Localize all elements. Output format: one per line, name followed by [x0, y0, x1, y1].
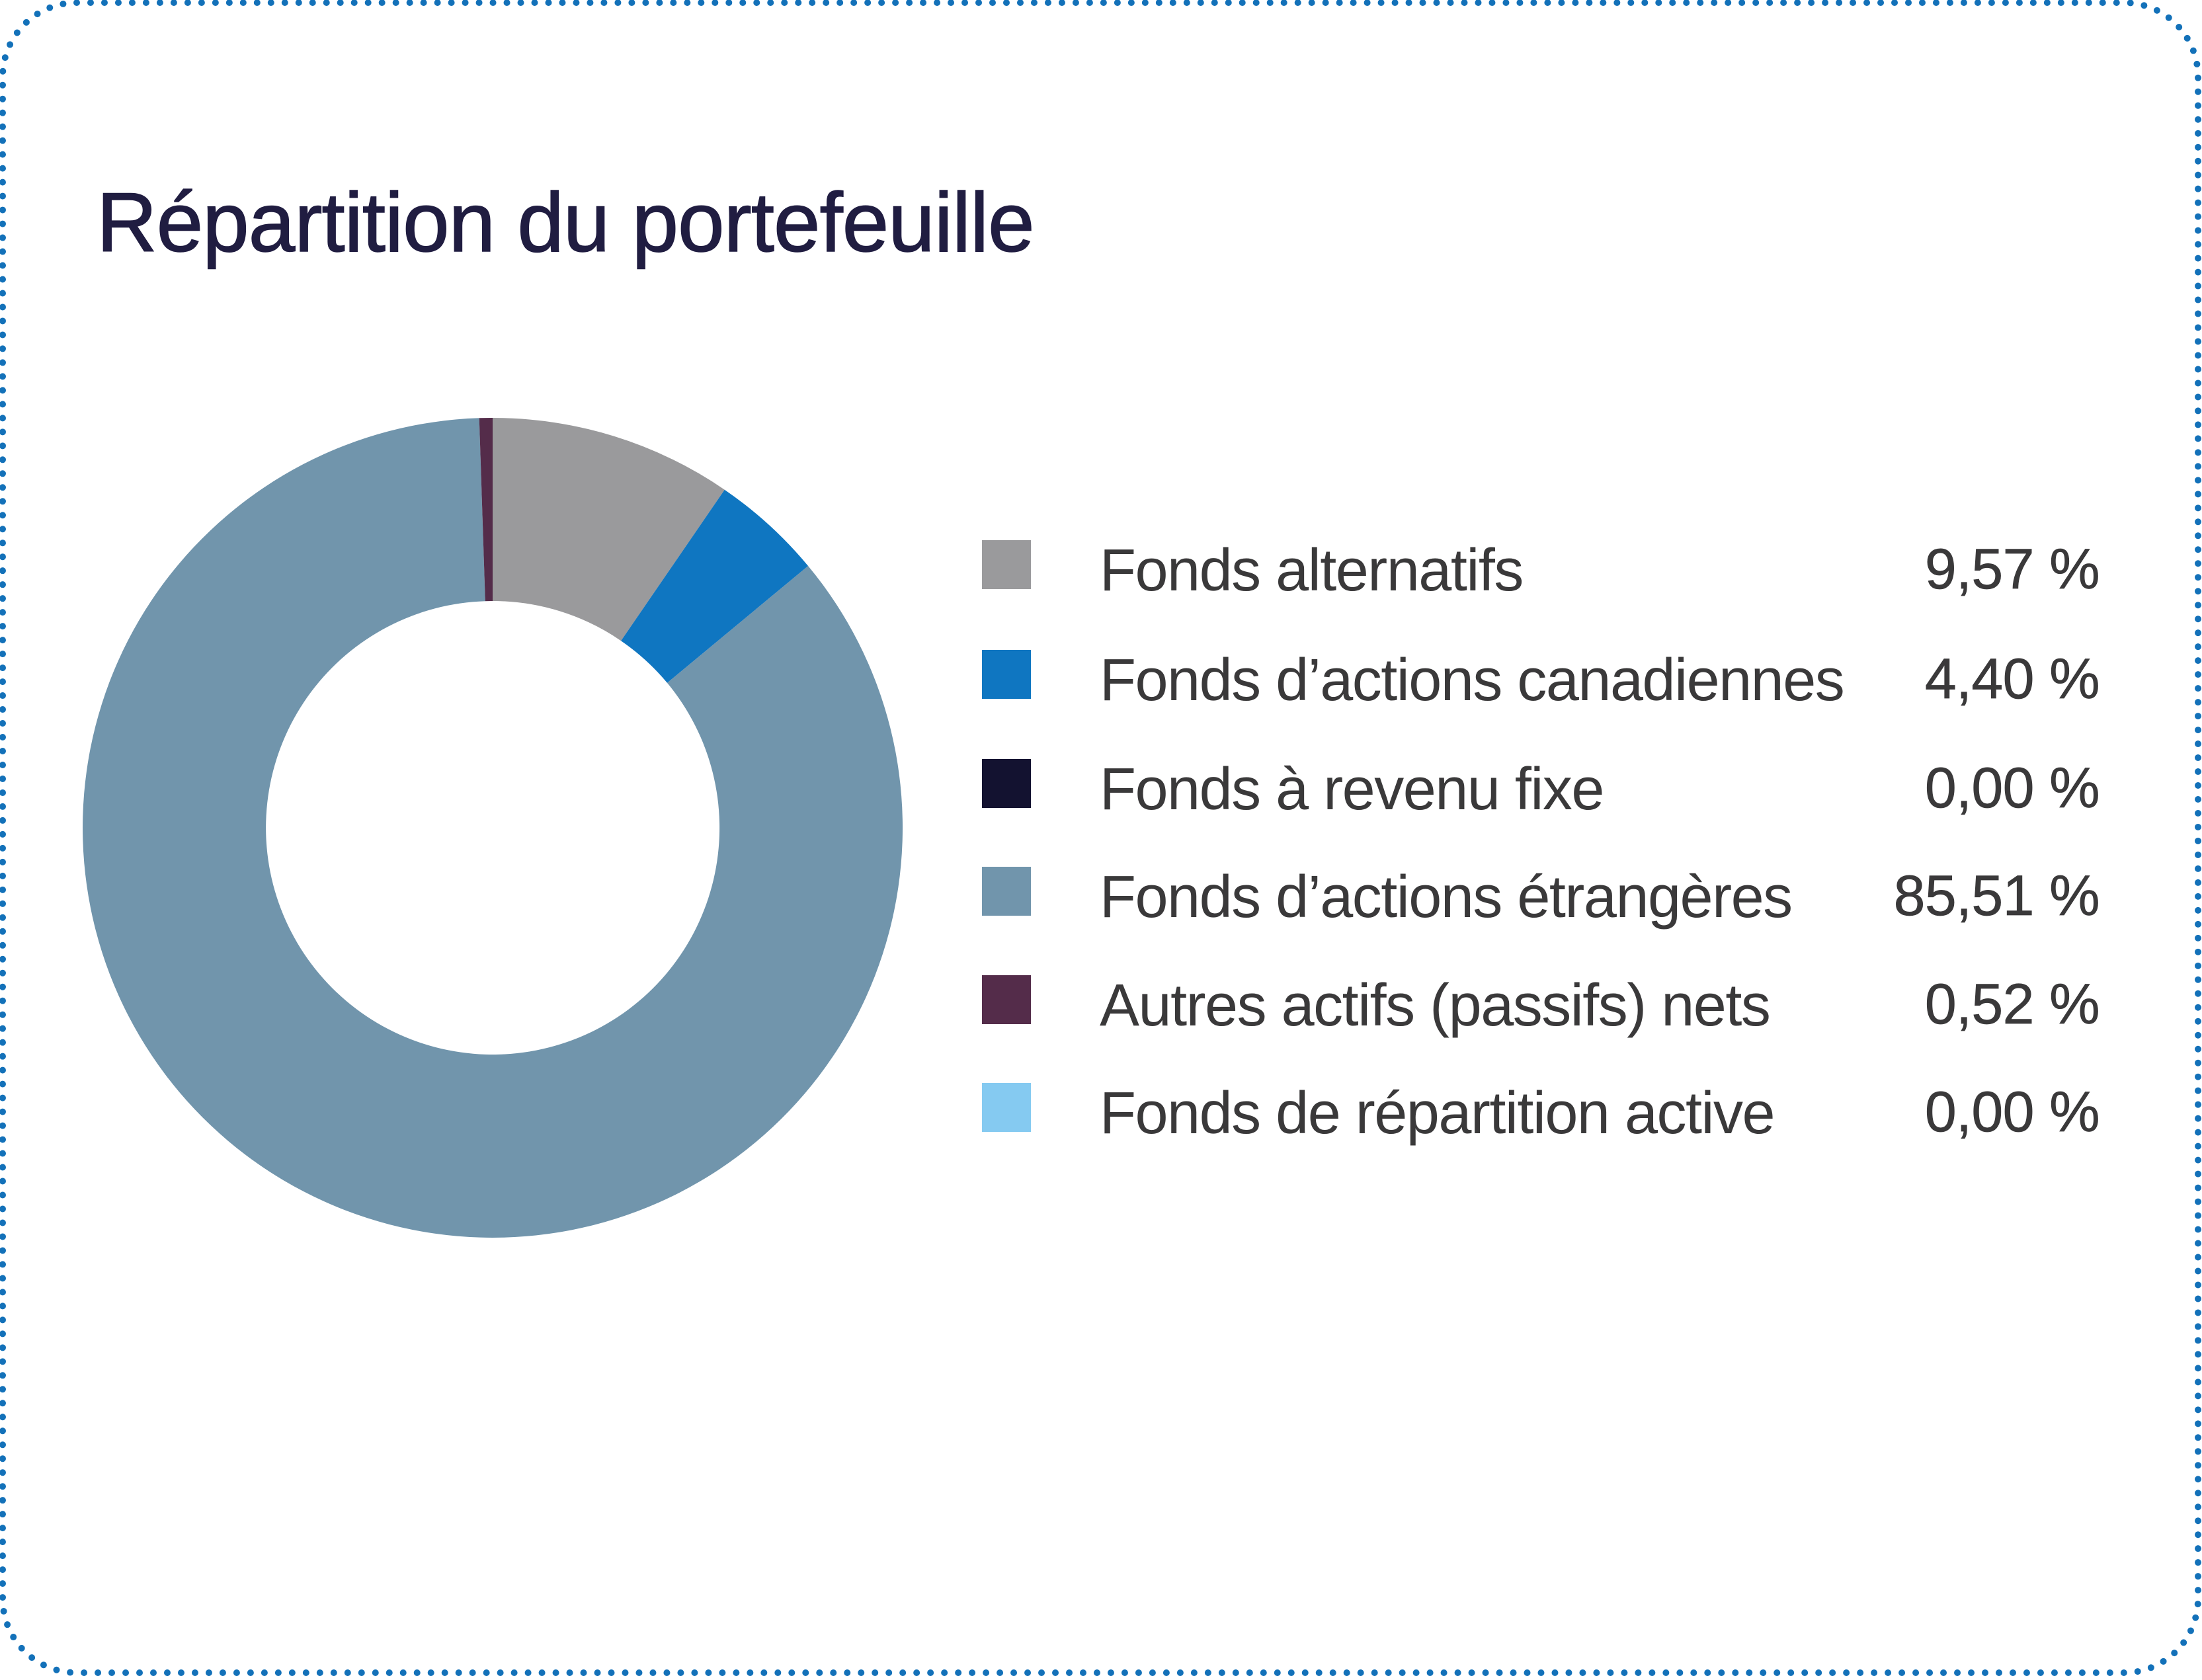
svg-text:Fonds d’actions canadiennes: Fonds d’actions canadiennes [1100, 647, 1844, 713]
svg-text:85,51 %: 85,51 % [1894, 864, 2100, 928]
svg-text:4,40 %: 4,40 % [1925, 647, 2100, 711]
svg-text:Fonds alternatifs: Fonds alternatifs [1100, 538, 1523, 604]
svg-text:Fonds à revenu fixe: Fonds à revenu fixe [1100, 756, 1604, 822]
svg-text:0,00 %: 0,00 % [1925, 756, 2100, 820]
svg-text:9,57 %: 9,57 % [1925, 538, 2100, 601]
svg-text:Autres actifs (passifs) nets: Autres actifs (passifs) nets [1100, 973, 1770, 1039]
svg-text:0,52 %: 0,52 % [1925, 973, 2100, 1036]
svg-text:Fonds de répartition active: Fonds de répartition active [1100, 1080, 1774, 1146]
svg-text:Fonds d’actions étrangères: Fonds d’actions étrangères [1100, 864, 1792, 930]
svg-text:0,00 %: 0,00 % [1925, 1080, 2100, 1144]
svg-text:Répartition du portefeuille: Répartition du portefeuille [97, 175, 1034, 269]
